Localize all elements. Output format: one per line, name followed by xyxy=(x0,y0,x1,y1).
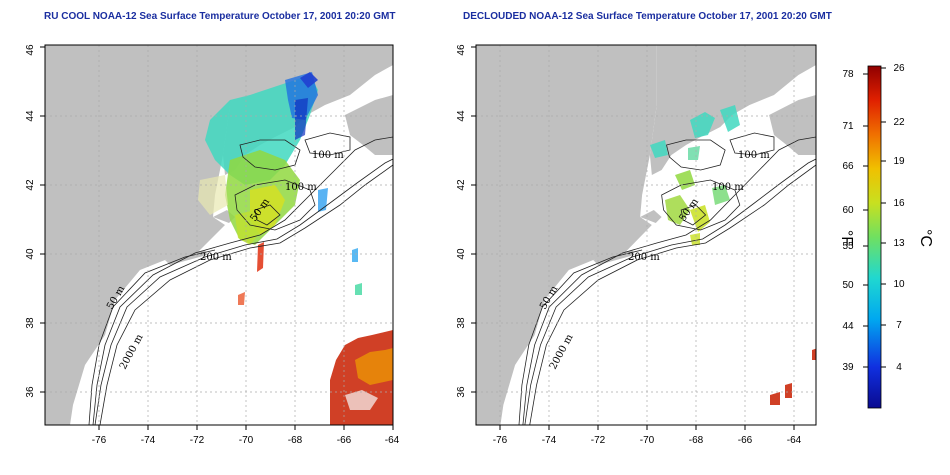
fahrenheit-tick: 66 xyxy=(842,161,854,172)
lat-tick-label: 38 xyxy=(456,317,467,329)
colorbar: 78 71 66 60 55 50 44 39 26 22 19 16 13 1… xyxy=(838,63,934,409)
sst-data-right xyxy=(650,105,816,405)
lon-tick-label: -68 xyxy=(689,435,704,446)
fahrenheit-tick: 78 xyxy=(842,69,854,80)
lon-tick-label: -72 xyxy=(591,435,606,446)
contour-label: 200 m xyxy=(628,252,660,263)
contour-label: 100 m xyxy=(312,150,344,161)
lat-tick-label: 36 xyxy=(25,386,36,398)
contour-label: 100 m xyxy=(738,150,770,161)
celsius-unit: °C xyxy=(917,229,934,247)
lat-tick-label: 36 xyxy=(456,386,467,398)
lon-tick-label: -74 xyxy=(542,435,557,446)
lon-tick-label: -76 xyxy=(493,435,508,446)
lon-tick-label: -64 xyxy=(787,435,802,446)
fahrenheit-tick: 60 xyxy=(842,205,854,216)
left-map-grid xyxy=(45,45,393,425)
celsius-tick: 22 xyxy=(893,117,905,128)
left-map: 100 m 100 m 50 m 200 m 50 m 2000 m -76 -… xyxy=(25,44,400,446)
contour-label: 100 m xyxy=(285,182,317,193)
celsius-tick: 13 xyxy=(893,238,905,249)
celsius-tick: 7 xyxy=(896,320,902,331)
lat-tick-label: 44 xyxy=(456,110,467,122)
celsius-tick: 16 xyxy=(893,198,905,209)
lon-tick-label: -66 xyxy=(738,435,753,446)
fahrenheit-tick: 55 xyxy=(842,241,854,252)
celsius-tick: 10 xyxy=(893,279,905,290)
left-map-title: RU COOL NOAA-12 Sea Surface Temperature … xyxy=(44,11,396,22)
celsius-tick: 26 xyxy=(893,63,905,74)
lon-tick-label: -70 xyxy=(640,435,655,446)
lon-tick-label: -64 xyxy=(385,435,400,446)
lat-tick-label: 38 xyxy=(25,317,36,329)
lat-tick-label: 42 xyxy=(456,179,467,191)
right-map: 100 m 100 m 50 m 200 m 50 m 2000 m -76 -… xyxy=(456,44,817,446)
lat-tick-label: 46 xyxy=(456,44,467,56)
fahrenheit-tick: 50 xyxy=(842,280,854,291)
fahrenheit-unit: °F xyxy=(838,230,855,246)
lon-tick-label: -76 xyxy=(92,435,107,446)
lat-tick-label: 40 xyxy=(25,248,36,260)
colorbar-gradient xyxy=(867,65,882,409)
fahrenheit-tick: 71 xyxy=(842,121,854,132)
celsius-tick: 19 xyxy=(893,156,905,167)
celsius-tick: 4 xyxy=(896,362,902,373)
contour-label: 100 m xyxy=(712,182,744,193)
lon-tick-label: -66 xyxy=(337,435,352,446)
lat-tick-label: 40 xyxy=(456,248,467,260)
lat-tick-label: 46 xyxy=(25,44,36,56)
fahrenheit-tick: 39 xyxy=(842,362,854,373)
lon-tick-label: -74 xyxy=(141,435,156,446)
lat-tick-label: 44 xyxy=(25,110,36,122)
right-map-title: DECLOUDED NOAA-12 Sea Surface Temperatur… xyxy=(463,11,832,22)
contour-label: 200 m xyxy=(200,252,232,263)
lon-tick-label: -70 xyxy=(239,435,254,446)
left-map-frame xyxy=(44,44,394,426)
right-map-frame xyxy=(475,44,817,426)
lat-tick-label: 42 xyxy=(25,179,36,191)
fahrenheit-tick: 44 xyxy=(842,321,854,332)
lon-tick-label: -68 xyxy=(288,435,303,446)
lon-tick-label: -72 xyxy=(190,435,205,446)
right-map-grid xyxy=(476,45,816,425)
